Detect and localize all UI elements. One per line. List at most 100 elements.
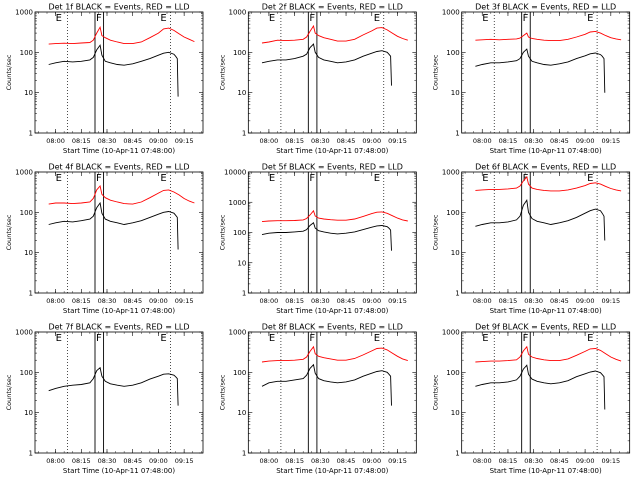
y-axis-label: Counts/sec	[432, 54, 440, 90]
y-tick-label: 1000	[15, 169, 33, 177]
interval-marker-label: E	[587, 173, 593, 184]
x-tick-label: 09:15	[601, 137, 620, 145]
chart-panel: Det 4f BLACK = Events, RED = LLD Counts/s…	[5, 163, 204, 315]
plot-frame	[461, 171, 631, 294]
y-tick-label: 100	[233, 49, 246, 57]
x-tick-label: 08:45	[337, 137, 356, 145]
y-axis-label: Counts/sec	[218, 214, 226, 250]
x-axis-label: Start Time (10-Apr-11 07:48:00)	[63, 307, 175, 315]
y-axis-label: Counts/sec	[5, 54, 13, 90]
x-tick-label: 08:30	[524, 457, 543, 465]
interval-marker-label: E	[587, 333, 593, 344]
y-tick-label: 1	[455, 290, 459, 298]
y-tick-label: 1000	[15, 9, 33, 17]
y-tick-label: 10	[451, 89, 460, 97]
events-series-line	[261, 43, 392, 86]
y-tick-label: 100	[446, 49, 459, 57]
x-tick-label: 09:15	[175, 297, 194, 305]
x-axis-label: Start Time (10-Apr-11 07:48:00)	[490, 147, 602, 155]
plot-frame	[34, 11, 204, 134]
interval-marker-label: E	[587, 13, 593, 24]
plot-frame	[461, 331, 631, 454]
x-tick-label: 09:00	[576, 297, 595, 305]
y-axis-label: Counts/sec	[432, 214, 440, 250]
x-tick-label: 08:30	[311, 457, 330, 465]
x-axis-label: Start Time (10-Apr-11 07:48:00)	[276, 307, 388, 315]
y-tick-label: 10	[24, 409, 33, 417]
interval-marker-label: E	[374, 13, 380, 24]
x-axis-label: Start Time (10-Apr-11 07:48:00)	[63, 147, 175, 155]
x-tick-label: 09:15	[388, 297, 407, 305]
x-tick-label: 09:00	[362, 137, 381, 145]
lld-series-line	[48, 25, 195, 45]
interval-marker-label: F	[309, 173, 315, 184]
x-tick-label: 08:30	[311, 137, 330, 145]
interval-marker-label: E	[374, 333, 380, 344]
y-tick-label: 1	[29, 450, 33, 458]
interval-marker-label: E	[374, 173, 380, 184]
y-tick-label: 100	[20, 209, 33, 217]
y-tick-label: 1	[242, 130, 246, 138]
x-tick-label: 08:00	[260, 457, 279, 465]
plot-frame	[247, 171, 417, 294]
events-series-line	[48, 44, 179, 97]
x-tick-label: 08:15	[499, 137, 518, 145]
y-tick-label: 100	[446, 369, 459, 377]
x-tick-label: 08:15	[72, 297, 91, 305]
chart-title: Det 7f BLACK = Events, RED = LLD	[48, 323, 189, 332]
interval-marker-label: E	[269, 173, 275, 184]
y-tick-label: 1000	[229, 329, 247, 337]
y-axis-label: Counts/sec	[218, 374, 226, 410]
y-axis-label: Counts/sec	[5, 214, 13, 250]
x-tick-label: 08:00	[46, 137, 65, 145]
y-tick-label: 10	[24, 249, 33, 257]
interval-marker-label: E	[269, 13, 275, 24]
y-tick-label: 100	[233, 229, 246, 237]
lld-series-line	[475, 345, 622, 363]
x-axis-label: Start Time (10-Apr-11 07:48:00)	[276, 467, 388, 475]
y-tick-label: 1	[242, 450, 246, 458]
events-series-line	[261, 363, 392, 406]
chart-panel: Det 5f BLACK = Events, RED = LLD Counts/s…	[218, 163, 417, 315]
x-tick-label: 08:15	[499, 297, 518, 305]
x-tick-label: 08:45	[550, 457, 569, 465]
events-series-line	[48, 201, 179, 250]
chart-panel: Det 7f BLACK = Events, RED = LLD Counts/s…	[5, 323, 204, 475]
x-tick-label: 09:00	[149, 137, 168, 145]
y-tick-label: 100	[446, 209, 459, 217]
y-axis-label: Counts/sec	[5, 374, 13, 410]
y-axis-label: Counts/sec	[432, 374, 440, 410]
interval-marker-label: E	[160, 173, 166, 184]
x-tick-label: 09:00	[362, 297, 381, 305]
events-series-line	[475, 198, 606, 241]
chart-title: Det 8f BLACK = Events, RED = LLD	[262, 323, 403, 332]
x-tick-label: 08:15	[72, 457, 91, 465]
x-tick-label: 08:00	[473, 137, 492, 145]
x-tick-label: 08:00	[46, 457, 65, 465]
y-tick-label: 1000	[442, 329, 460, 337]
x-tick-label: 09:15	[175, 457, 194, 465]
events-series-line	[48, 366, 179, 406]
x-axis-label: Start Time (10-Apr-11 07:48:00)	[490, 467, 602, 475]
y-tick-label: 10	[237, 89, 246, 97]
events-series-line	[261, 222, 392, 251]
interval-marker-label: F	[523, 13, 529, 24]
y-tick-label: 1	[455, 130, 459, 138]
chart-panel: Det 9f BLACK = Events, RED = LLD Counts/s…	[432, 323, 631, 475]
y-tick-label: 10	[451, 409, 460, 417]
y-tick-label: 10	[24, 89, 33, 97]
x-tick-label: 08:00	[46, 297, 65, 305]
y-tick-label: 1000	[229, 199, 247, 207]
x-tick-label: 08:45	[123, 137, 142, 145]
chart-panel: Det 3f BLACK = Events, RED = LLD Counts/s…	[432, 3, 631, 155]
x-tick-label: 08:15	[285, 137, 304, 145]
events-series-line	[475, 48, 606, 93]
y-tick-label: 100	[20, 49, 33, 57]
x-tick-label: 09:00	[149, 457, 168, 465]
y-tick-label: 100	[20, 369, 33, 377]
x-tick-label: 09:15	[601, 457, 620, 465]
x-axis-label: Start Time (10-Apr-11 07:48:00)	[276, 147, 388, 155]
x-tick-label: 08:45	[337, 457, 356, 465]
chart-panel: Det 6f BLACK = Events, RED = LLD Counts/s…	[432, 163, 631, 315]
